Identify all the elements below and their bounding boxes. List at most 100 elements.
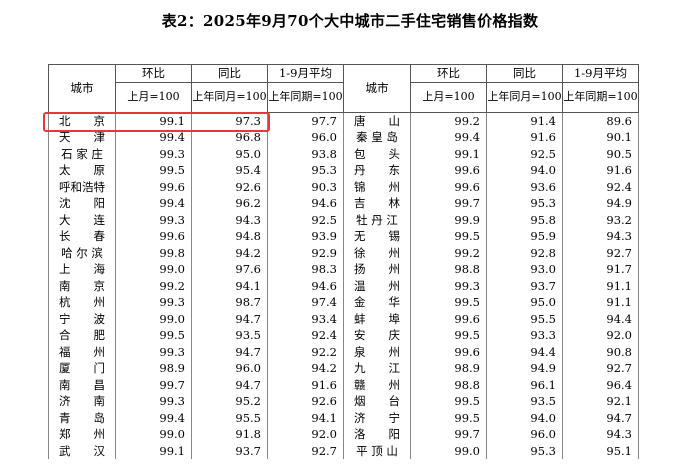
cell-avg-left: 97.7 bbox=[267, 112, 344, 129]
cell-avg-left: 92.4 bbox=[267, 327, 344, 344]
cell-mom-right: 98.8 bbox=[410, 261, 487, 278]
cell-mom-right: 99.3 bbox=[410, 277, 487, 294]
cell-city-right: 锦 州 bbox=[343, 178, 411, 195]
table-row: 上 海 99.0 97.6 98.3 扬 州 98.8 93.0 91.7 bbox=[48, 261, 639, 278]
cell-yoy-right: 95.9 bbox=[486, 228, 563, 245]
cell-yoy-right: 95.5 bbox=[486, 310, 563, 327]
cell-mom-left: 99.6 bbox=[115, 228, 192, 245]
cell-city-right: 丹 东 bbox=[343, 162, 411, 179]
cell-avg-left: 93.9 bbox=[267, 228, 344, 245]
header-yoy-base-right: 上年同月=100 bbox=[486, 81, 563, 113]
cell-yoy-right: 93.6 bbox=[486, 178, 563, 195]
cell-yoy-right: 95.8 bbox=[486, 211, 563, 228]
header-yoy-left: 同比 bbox=[191, 64, 268, 83]
cell-avg-left: 98.3 bbox=[267, 261, 344, 278]
cell-avg-right: 92.1 bbox=[562, 393, 639, 410]
cell-yoy-left: 94.2 bbox=[191, 244, 268, 261]
cell-mom-right: 99.9 bbox=[410, 211, 487, 228]
cell-yoy-left: 95.4 bbox=[191, 162, 268, 179]
cell-city-left: 上 海 bbox=[48, 261, 116, 278]
cell-mom-left: 99.3 bbox=[115, 343, 192, 360]
header-avg-base-left: 上年同期=100 bbox=[267, 81, 344, 113]
cell-city-left: 呼和浩特 bbox=[48, 178, 116, 195]
cell-yoy-left: 97.6 bbox=[191, 261, 268, 278]
cell-mom-right: 99.5 bbox=[410, 294, 487, 311]
cell-mom-left: 99.7 bbox=[115, 376, 192, 393]
cell-yoy-left: 95.2 bbox=[191, 393, 268, 410]
cell-yoy-left: 94.8 bbox=[191, 228, 268, 245]
cell-yoy-right: 93.5 bbox=[486, 393, 563, 410]
cell-avg-right: 90.1 bbox=[562, 129, 639, 146]
cell-city-left: 长 春 bbox=[48, 228, 116, 245]
cell-city-left: 石 家 庄 bbox=[48, 145, 116, 162]
cell-avg-right: 89.6 bbox=[562, 112, 639, 129]
cell-avg-right: 92.4 bbox=[562, 178, 639, 195]
cell-yoy-right: 91.6 bbox=[486, 129, 563, 146]
cell-avg-left: 94.6 bbox=[267, 277, 344, 294]
header-yoy-base-left: 上年同月=100 bbox=[191, 81, 268, 113]
cell-city-left: 沈 阳 bbox=[48, 195, 116, 212]
cell-city-left: 太 原 bbox=[48, 162, 116, 179]
cell-mom-right: 99.7 bbox=[410, 195, 487, 212]
cell-city-right: 温 州 bbox=[343, 277, 411, 294]
cell-avg-left: 91.6 bbox=[267, 376, 344, 393]
cell-mom-left: 99.6 bbox=[115, 178, 192, 195]
cell-avg-right: 94.4 bbox=[562, 310, 639, 327]
header-mom-right: 环比 bbox=[410, 64, 487, 83]
cell-city-left: 南 昌 bbox=[48, 376, 116, 393]
cell-avg-right: 94.7 bbox=[562, 409, 639, 426]
cell-mom-right: 99.5 bbox=[410, 228, 487, 245]
cell-city-right: 吉 林 bbox=[343, 195, 411, 212]
cell-yoy-left: 91.8 bbox=[191, 426, 268, 443]
cell-city-left: 大 连 bbox=[48, 211, 116, 228]
cell-mom-right: 99.0 bbox=[410, 442, 487, 459]
cell-yoy-right: 94.4 bbox=[486, 343, 563, 360]
cell-avg-left: 92.7 bbox=[267, 442, 344, 459]
cell-yoy-right: 94.9 bbox=[486, 360, 563, 377]
table-row: 青 岛 99.4 95.5 94.1 济 宁 99.5 94.0 94.7 bbox=[48, 409, 639, 426]
cell-city-left: 南 京 bbox=[48, 277, 116, 294]
cell-avg-right: 90.8 bbox=[562, 343, 639, 360]
cell-city-right: 牡 丹 江 bbox=[343, 211, 411, 228]
cell-avg-right: 92.7 bbox=[562, 244, 639, 261]
cell-city-right: 金 华 bbox=[343, 294, 411, 311]
table-row: 太 原 99.5 95.4 95.3 丹 东 99.6 94.0 91.6 bbox=[48, 162, 639, 179]
cell-mom-right: 99.6 bbox=[410, 310, 487, 327]
cell-avg-right: 91.1 bbox=[562, 277, 639, 294]
header-mom-base-left: 上月=100 bbox=[115, 81, 192, 113]
cell-city-right: 秦 皇 岛 bbox=[343, 129, 411, 146]
table-row: 合 肥 99.5 93.5 92.4 安 庆 99.5 93.3 92.0 bbox=[48, 327, 639, 344]
cell-mom-right: 99.6 bbox=[410, 178, 487, 195]
cell-city-left: 武 汉 bbox=[48, 442, 116, 459]
cell-mom-left: 99.5 bbox=[115, 162, 192, 179]
cell-yoy-left: 94.7 bbox=[191, 343, 268, 360]
table-title: 表2：2025年9月70个大中城市二手住宅销售价格指数 bbox=[161, 12, 539, 30]
cell-avg-left: 92.6 bbox=[267, 393, 344, 410]
cell-yoy-right: 93.7 bbox=[486, 277, 563, 294]
cell-avg-right: 93.2 bbox=[562, 211, 639, 228]
cell-city-left: 天 津 bbox=[48, 129, 116, 146]
cell-mom-left: 99.5 bbox=[115, 327, 192, 344]
cell-avg-left: 92.2 bbox=[267, 343, 344, 360]
cell-yoy-right: 96.1 bbox=[486, 376, 563, 393]
cell-city-right: 赣 州 bbox=[343, 376, 411, 393]
cell-avg-left: 94.6 bbox=[267, 195, 344, 212]
cell-city-right: 安 庆 bbox=[343, 327, 411, 344]
cell-avg-right: 94.3 bbox=[562, 228, 639, 245]
cell-city-right: 扬 州 bbox=[343, 261, 411, 278]
cell-mom-left: 99.4 bbox=[115, 409, 192, 426]
table-row: 沈 阳 99.4 96.2 94.6 吉 林 99.7 95.3 94.9 bbox=[48, 195, 639, 212]
cell-mom-left: 99.3 bbox=[115, 145, 192, 162]
cell-city-right: 包 头 bbox=[343, 145, 411, 162]
table-row: 宁 波 99.0 94.7 93.4 蚌 埠 99.6 95.5 94.4 bbox=[48, 310, 639, 327]
cell-avg-right: 92.7 bbox=[562, 360, 639, 377]
cell-mom-left: 99.4 bbox=[115, 195, 192, 212]
cell-city-right: 洛 阳 bbox=[343, 426, 411, 443]
cell-yoy-left: 94.7 bbox=[191, 310, 268, 327]
cell-mom-right: 99.4 bbox=[410, 129, 487, 146]
cell-yoy-left: 94.7 bbox=[191, 376, 268, 393]
cell-city-left: 青 岛 bbox=[48, 409, 116, 426]
table-row: 哈 尔 滨 99.8 94.2 92.9 徐 州 99.2 92.8 92.7 bbox=[48, 244, 639, 261]
cell-yoy-right: 92.8 bbox=[486, 244, 563, 261]
table-row: 呼和浩特 99.6 92.6 90.3 锦 州 99.6 93.6 92.4 bbox=[48, 178, 639, 195]
